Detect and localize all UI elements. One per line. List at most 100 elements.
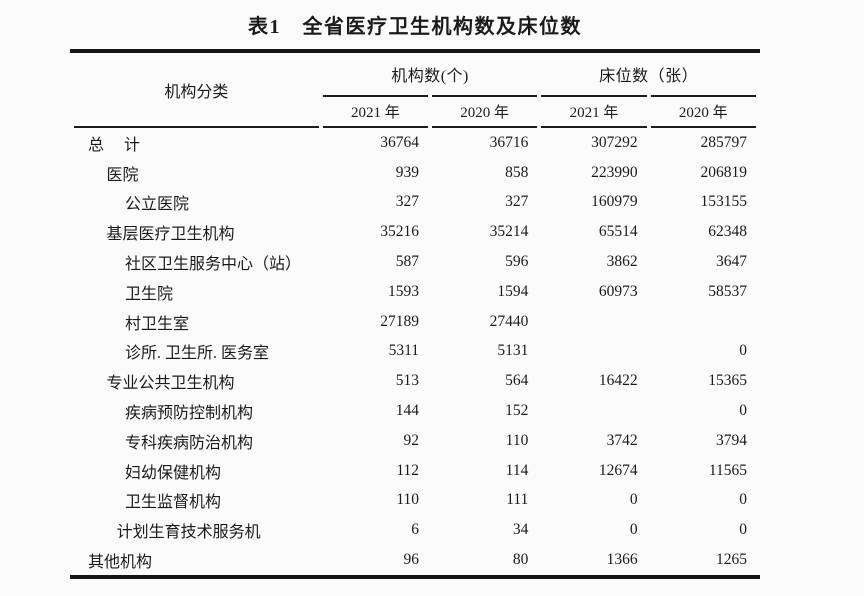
row-label: 妇幼保健机构: [125, 464, 222, 482]
row-label: 公立医院: [125, 196, 190, 214]
cell-value: 153155: [700, 193, 748, 211]
cell-value: 0: [629, 491, 638, 509]
cell-value: 27440: [489, 312, 529, 330]
stat-table: 机构分类 机构数(个) 床位数（张） 2021 年 2020 年 2021 年 …: [70, 53, 760, 575]
row-label: 卫生监督机构: [125, 494, 222, 512]
year-header: 2020 年: [432, 97, 538, 128]
cell-value: 35214: [489, 223, 529, 241]
cell-value: 0: [739, 491, 747, 509]
row-label: 计划生育技术服务机: [116, 524, 261, 542]
cell-value: 0: [739, 402, 747, 420]
cell-value: 587: [395, 253, 420, 271]
year-header: 2021 年: [541, 97, 647, 128]
row-label: 医院: [106, 166, 139, 184]
header-rule-row: [74, 95, 756, 97]
table-row: 公立医院 327 327 160979 153155: [74, 188, 756, 218]
cell-value: [651, 307, 756, 337]
cell-value: 58537: [708, 282, 747, 300]
cell-value: 35216: [380, 223, 420, 241]
header-rule-segment: [541, 95, 647, 97]
header-rule-segment: [650, 95, 756, 97]
cell-value: 223990: [591, 163, 638, 181]
row-label: 诊所. 卫生所. 医务室: [125, 345, 270, 363]
cell-value: 112: [396, 461, 420, 479]
cell-value: 114: [505, 461, 529, 479]
table-header: 机构分类 机构数(个) 床位数（张） 2021 年 2020 年 2021 年 …: [74, 53, 756, 128]
cell-value: 3794: [716, 431, 747, 449]
table-frame: 机构分类 机构数(个) 床位数（张） 2021 年 2020 年 2021 年 …: [70, 49, 760, 579]
cell-value: 939: [395, 163, 420, 181]
header-category: 机构分类: [74, 53, 319, 128]
table-row: 总 计 36764 36716 307292 285797: [74, 128, 756, 158]
cell-value: 3742: [606, 431, 638, 449]
cell-value: 1265: [716, 551, 747, 569]
table-row: 计划生育技术服务机 6 34 0 0: [74, 515, 756, 545]
cell-value: 62348: [708, 223, 747, 241]
cell-value: 1593: [388, 282, 420, 300]
row-label: 其他机构: [88, 554, 153, 572]
cell-value: 110: [396, 491, 420, 509]
cell-value: 1594: [497, 282, 529, 300]
table-row: 社区卫生服务中心（站） 587 596 3862 3647: [74, 247, 756, 277]
cell-value: [541, 307, 646, 337]
cell-value: 80: [512, 551, 529, 569]
table-row: 诊所. 卫生所. 医务室 5311 5131 0: [74, 337, 756, 367]
cell-value: 15365: [708, 372, 747, 390]
table-row: 专科疾病防治机构 92 110 3742 3794: [74, 426, 756, 456]
cell-value: 327: [505, 193, 529, 211]
table-row: 专业公共卫生机构 513 564 16422 15365: [74, 366, 756, 396]
cell-value: 110: [505, 431, 529, 449]
cell-value: 36716: [489, 133, 529, 151]
cell-value: 111: [506, 491, 529, 509]
cell-value: 5311: [388, 342, 420, 360]
cell-value: 1366: [606, 551, 638, 569]
cell-value: 0: [739, 521, 747, 539]
cell-value: [541, 396, 646, 426]
row-label: 社区卫生服务中心（站）: [125, 256, 302, 274]
cell-value: 285797: [700, 133, 748, 151]
cell-value: 34: [512, 521, 529, 539]
table-row: 医院 939 858 223990 206819: [74, 158, 756, 188]
table-row: 疾病预防控制机构 144 152 0: [74, 396, 756, 426]
cell-value: 12674: [598, 461, 638, 479]
cell-value: 160979: [591, 193, 638, 211]
table-row: 村卫生室 27189 27440: [74, 307, 756, 337]
cell-value: [541, 337, 646, 367]
row-label: 疾病预防控制机构: [125, 405, 254, 423]
cell-value: 144: [395, 402, 420, 420]
row-label: 基层医疗卫生机构: [106, 226, 235, 244]
cell-value: 858: [505, 163, 529, 181]
cell-value: 36764: [380, 133, 420, 151]
row-label: 村卫生室: [125, 315, 190, 333]
cell-value: 152: [505, 402, 529, 420]
header-rule-segment: [432, 95, 538, 97]
cell-value: 16422: [598, 372, 638, 390]
row-label: 专科疾病防治机构: [125, 434, 254, 452]
row-label: 总 计: [88, 136, 141, 154]
header-group-beds: 床位数（张）: [599, 68, 699, 85]
table-row: 妇幼保健机构 112 114 12674 11565: [74, 456, 756, 486]
cell-value: 11565: [708, 461, 747, 479]
cell-value: 3647: [716, 253, 747, 271]
header-rule-segment: [322, 95, 429, 97]
table-row: 基层医疗卫生机构 35216 35214 65514 62348: [74, 217, 756, 247]
cell-value: 96: [403, 551, 420, 569]
table-row: 卫生监督机构 110 111 0 0: [74, 486, 756, 516]
cell-value: 27189: [380, 312, 420, 330]
group-header-row: 机构分类 机构数(个) 床位数（张）: [74, 53, 756, 128]
table-row: 卫生院 1593 1594 60973 58537: [74, 277, 756, 307]
header-group-institutions: 机构数(个): [391, 68, 469, 85]
row-label: 专业公共卫生机构: [106, 375, 235, 393]
table-title: 表1 全省医疗卫生机构数及床位数: [248, 16, 582, 38]
cell-value: 60973: [598, 282, 638, 300]
year-header: 2020 年: [650, 97, 756, 128]
cell-value: 206819: [700, 163, 748, 181]
cell-value: 0: [739, 342, 747, 360]
cell-value: 5131: [497, 342, 529, 360]
cell-value: 6: [411, 521, 420, 539]
table-row: 其他机构 96 80 1366 1265: [74, 545, 756, 575]
year-header: 2021 年: [322, 97, 429, 128]
cell-value: 513: [395, 372, 420, 390]
cell-value: 327: [395, 193, 420, 211]
year-header-row: 2021 年 2020 年 2021 年 2020 年: [74, 97, 756, 128]
